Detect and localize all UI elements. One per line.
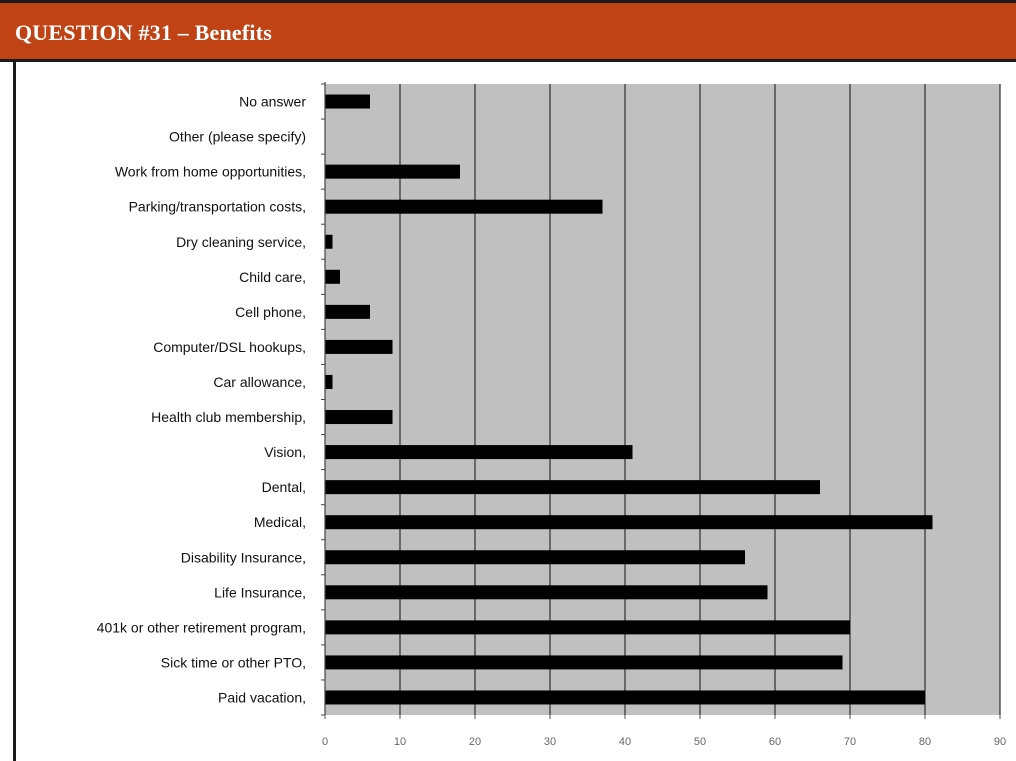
bar bbox=[325, 410, 393, 425]
bars bbox=[325, 94, 933, 705]
plot-area bbox=[325, 84, 1000, 715]
x-tick-label: 70 bbox=[844, 736, 856, 748]
x-tick-label: 90 bbox=[994, 736, 1006, 748]
category-label: Parking/transportation costs, bbox=[129, 199, 306, 215]
bar bbox=[325, 234, 333, 249]
category-label: Sick time or other PTO, bbox=[161, 654, 306, 670]
bar bbox=[325, 164, 460, 179]
question-title: QUESTION #31 – Benefits bbox=[15, 20, 273, 45]
bar bbox=[325, 304, 370, 319]
category-label: Paid vacation, bbox=[218, 689, 306, 705]
bar bbox=[325, 374, 333, 389]
category-label: Cell phone, bbox=[235, 304, 306, 320]
bar bbox=[325, 445, 633, 460]
bar bbox=[325, 94, 370, 109]
bar bbox=[325, 655, 843, 670]
category-label: Medical, bbox=[254, 514, 306, 530]
bar bbox=[325, 550, 745, 565]
bar bbox=[325, 339, 393, 354]
category-label: No answer bbox=[239, 94, 306, 110]
x-tick-label: 40 bbox=[619, 736, 631, 748]
left-border-rule bbox=[13, 62, 16, 761]
bar bbox=[325, 480, 820, 495]
x-tick-label: 0 bbox=[322, 736, 328, 748]
x-tick-label: 50 bbox=[694, 736, 706, 748]
bar bbox=[325, 690, 925, 705]
x-tick-label: 80 bbox=[919, 736, 931, 748]
gridlines bbox=[399, 84, 1001, 715]
bar bbox=[325, 199, 603, 214]
category-label: Computer/DSL hookups, bbox=[153, 339, 306, 355]
category-label: Vision, bbox=[264, 444, 306, 460]
category-label: Dental, bbox=[262, 479, 306, 495]
bar bbox=[325, 269, 340, 284]
bar bbox=[325, 515, 933, 530]
category-label: Child care, bbox=[239, 269, 306, 285]
category-labels: No answer Other (please specify) Work from… bbox=[97, 94, 307, 706]
category-label: 401k or other retirement program, bbox=[97, 619, 306, 635]
category-label: Car allowance, bbox=[213, 374, 306, 390]
axes bbox=[321, 82, 1001, 719]
category-label: Health club membership, bbox=[151, 409, 306, 425]
bar bbox=[325, 585, 768, 600]
question-header: QUESTION #31 – Benefits bbox=[0, 0, 1016, 62]
category-label: Work from home opportunities, bbox=[115, 164, 306, 180]
category-label: Disability Insurance, bbox=[181, 549, 306, 565]
category-label: Other (please specify) bbox=[169, 129, 306, 145]
category-label: Dry cleaning service, bbox=[176, 234, 306, 250]
bar bbox=[325, 620, 850, 635]
category-label: Life Insurance, bbox=[214, 584, 306, 600]
x-tick-label: 30 bbox=[544, 736, 556, 748]
x-tick-labels: 0 10 20 30 40 50 60 70 80 90 bbox=[322, 736, 1006, 748]
x-tick-label: 10 bbox=[394, 736, 406, 748]
x-tick-label: 20 bbox=[469, 736, 481, 748]
x-tick-label: 60 bbox=[769, 736, 781, 748]
